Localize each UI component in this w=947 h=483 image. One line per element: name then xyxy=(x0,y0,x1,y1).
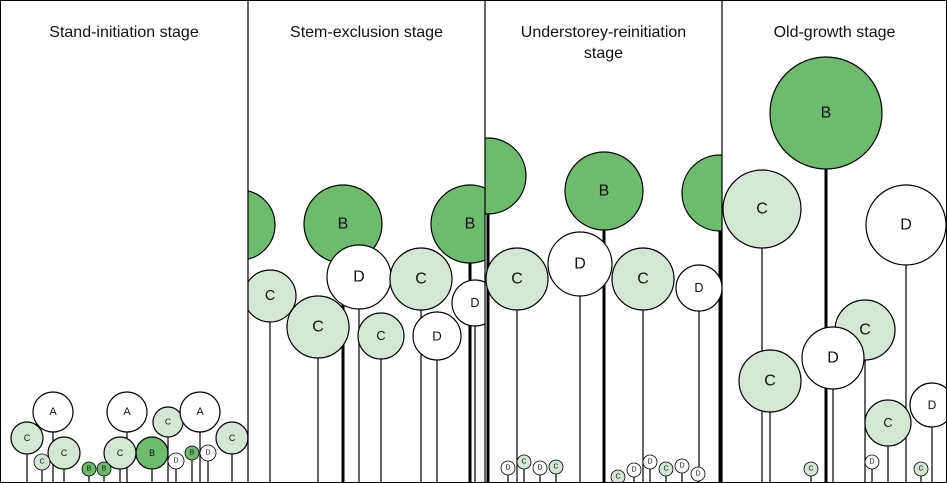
crown-label: D xyxy=(205,450,210,457)
crowns: A A C A C C C B C C B B D B D xyxy=(11,392,248,476)
crown-label: A xyxy=(49,406,57,418)
crown-label: C xyxy=(808,466,813,473)
crown-label: C xyxy=(883,416,892,430)
crown-label: C xyxy=(615,474,620,481)
crown-label: D xyxy=(694,281,703,295)
panel-title-text: Old-growth stage xyxy=(774,22,896,43)
panel-title: Understorey-reinitiation stage xyxy=(485,22,722,64)
crown-label: D xyxy=(928,398,937,412)
crown-label: D xyxy=(869,459,874,466)
crown-label: C xyxy=(756,201,768,218)
crown-label: B xyxy=(87,466,92,473)
panel-title: Stand-initiation stage xyxy=(0,22,248,43)
crown-label: D xyxy=(631,467,636,474)
diagram: AACACCCBCCBBDBDBBCDCDCCDBCDCDDCDCCDDCDDB… xyxy=(0,0,947,483)
crown-label: D xyxy=(470,296,479,310)
crown-label: C xyxy=(553,464,558,471)
crown-label: C xyxy=(511,271,523,288)
crown-label: C xyxy=(859,322,871,339)
panel-title: Old-growth stage xyxy=(722,22,947,43)
crown-label: A xyxy=(123,406,131,418)
panel-title-text: Stand-initiation stage xyxy=(49,22,198,43)
crown-label: B xyxy=(190,450,195,457)
crown-label: C xyxy=(521,459,526,466)
crown-label: D xyxy=(537,465,542,472)
crown-label: C xyxy=(117,448,124,458)
crown-label: C xyxy=(637,271,649,288)
crown-label: C xyxy=(265,288,275,304)
forest-stages: AACACCCBCCBBDBDBBCDCDCCDBCDCDDCDCCDDCDDB… xyxy=(0,0,947,483)
crown-label: C xyxy=(165,418,171,427)
crown-label: C xyxy=(376,329,385,343)
crown-label: C xyxy=(24,433,31,443)
crown-label: C xyxy=(415,271,427,288)
crown-label: B xyxy=(821,105,832,122)
panel-title: Stem-exclusion stage xyxy=(248,22,485,43)
crown-label: D xyxy=(695,471,700,478)
crown-label: D xyxy=(505,465,510,472)
panel: A A C A C C C B C C B B D B D xyxy=(11,392,248,483)
crown-label: C xyxy=(663,466,668,473)
crown-label: D xyxy=(432,329,442,344)
crown-label: D xyxy=(900,217,912,234)
crown-label: D xyxy=(647,459,652,466)
crown-label: D xyxy=(679,463,684,470)
panel: B C D C D D C D C C D D C D D xyxy=(450,138,758,483)
crowns: B B C D C D C C D xyxy=(205,185,509,360)
crown-label: D xyxy=(827,350,839,367)
panel-title-text: Understorey-reinitiation stage xyxy=(504,22,704,64)
crown-label: B xyxy=(149,448,155,458)
crown-label: B xyxy=(599,183,610,200)
panel: B C D C D C D C C D C xyxy=(723,57,947,483)
crown-label: C xyxy=(764,373,776,390)
crown-label: D xyxy=(353,269,365,286)
crown-label: C xyxy=(39,459,44,466)
crown-label: B xyxy=(465,216,476,233)
crown-label: C xyxy=(61,448,68,458)
crown-label: C xyxy=(312,319,324,336)
crown-label: C xyxy=(229,433,236,443)
crowns: B C D C D C D C C D C xyxy=(723,57,947,476)
panel: B B C D C D C C D xyxy=(205,185,509,483)
crown xyxy=(205,190,275,260)
crown-label: D xyxy=(574,256,586,273)
crown-label: C xyxy=(918,466,923,473)
crown-label: A xyxy=(196,406,204,418)
crown-label: B xyxy=(338,216,349,233)
crown-label: B xyxy=(102,466,107,473)
crown-label: D xyxy=(173,458,178,465)
panel-title-text: Stem-exclusion stage xyxy=(290,22,443,43)
